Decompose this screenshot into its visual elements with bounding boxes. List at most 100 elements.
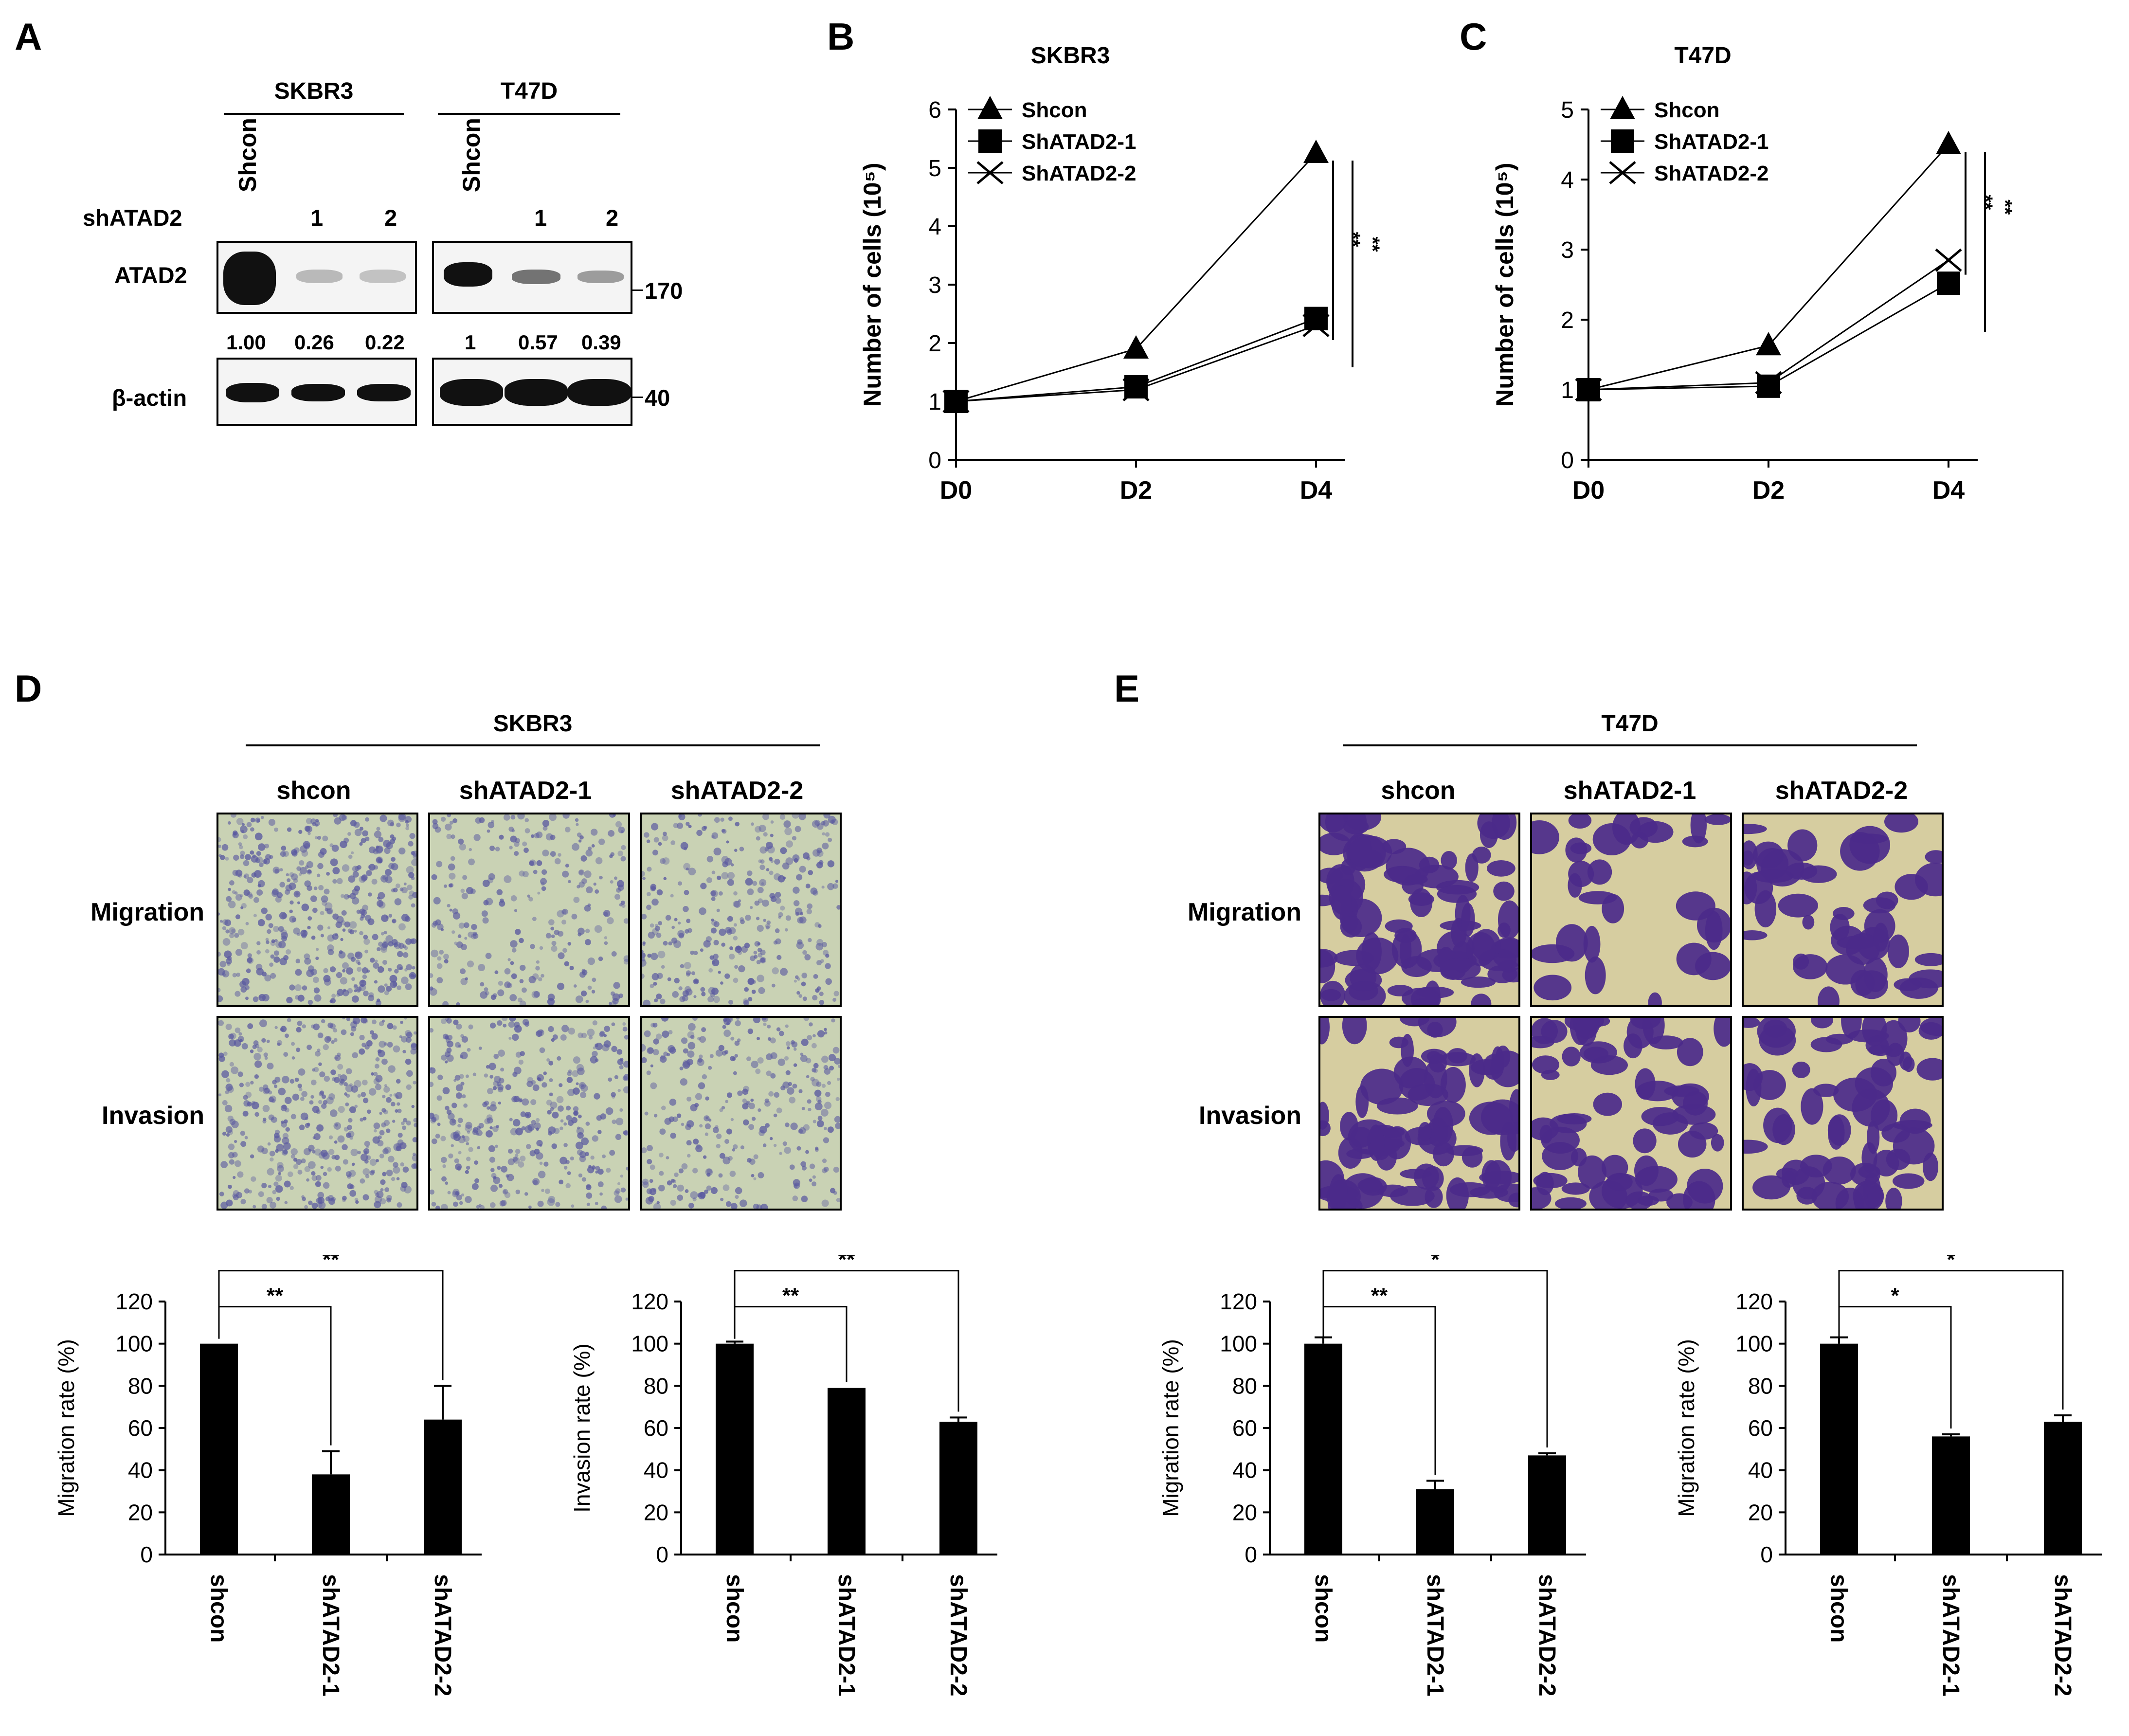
cell-dot [250,1154,254,1158]
cell-dot [356,988,361,993]
cell-dot [827,1081,831,1085]
cell-dot [361,1092,366,1097]
cell-dot [398,923,406,931]
cell-dot [220,855,225,860]
cell-dot [272,867,280,874]
cell-cluster [1541,1069,1560,1080]
cell-dot [785,1070,791,1075]
cell-dot [381,1108,386,1113]
legend-marker-triangle [1610,96,1635,119]
cell-dot [302,985,307,991]
cell-dot [327,944,334,952]
cell-dot [581,1177,587,1182]
cell-dot [331,1040,335,1044]
y-axis-label: Number of cells (10⁵) [859,163,886,406]
cell-dot [382,1148,389,1155]
cell-dot [662,835,668,841]
cell-dot [311,935,316,940]
cell-dot [338,1106,345,1113]
cell-dot [397,964,403,970]
cell-dot [685,929,689,934]
y-tick-label: 20 [128,1500,153,1525]
cell-dot [518,1059,524,1065]
cell-dot [433,897,441,904]
cell-dot [580,1092,587,1099]
cell-dot [579,971,586,978]
cell-dot [740,919,745,924]
cell-cluster [1568,861,1594,887]
cell-dot [700,948,704,952]
cell-dot [604,936,608,940]
cell-dot [335,1165,341,1172]
cell-dot [544,1188,550,1194]
cell-dot [514,909,518,912]
cell-dot [366,1040,373,1047]
cell-dot [560,1119,564,1123]
cell-dot [386,1097,392,1103]
cell-dot [762,1143,767,1147]
blot-atad2-skbr3 [217,241,417,314]
cell-dot [350,1021,358,1029]
cell-dot [447,1040,453,1048]
cell-dot [405,826,410,831]
cell-dot [659,1128,666,1135]
cell-dot [578,869,585,876]
cell-dot [312,1150,316,1154]
cell-dot [326,872,330,876]
y-axis-label: Migration rate (%) [54,1339,79,1517]
cell-dot [379,1040,386,1048]
cell-cluster [1376,1097,1418,1115]
cell-dot [274,1026,278,1030]
y-tick-label: 1 [928,389,941,415]
cell-dot [656,993,662,1000]
cell-dot [593,1046,596,1049]
cell-dot [764,1100,771,1107]
cell-dot [340,938,343,941]
cell-dot [522,871,529,878]
cell-dot [653,837,659,843]
cell-cluster [1502,967,1518,983]
cell-dot [235,1027,241,1033]
cell-dot [758,987,765,994]
cell-dot [273,925,279,932]
cell-dot [707,996,714,1003]
cell-dot [385,935,394,943]
cell-dot [613,1190,619,1196]
cell-dot [680,1078,687,1086]
cell-dot [642,952,646,958]
cell-dot [508,1021,515,1028]
cell-dot [312,907,318,913]
cell-dot [505,1084,511,1090]
cell-dot [383,1042,388,1046]
cell-dot [478,1122,484,1129]
cell-dot [587,1166,595,1174]
cell-dot [793,1063,797,1067]
cell-dot [524,1192,528,1196]
cell-dot [575,1141,583,1150]
cell-dot [663,940,668,946]
cell-dot [250,850,254,855]
cell-dot [274,939,278,942]
cell-dot [273,950,279,956]
cell-dot [761,882,764,886]
cell-dot [727,872,735,880]
cell-dot [284,1180,291,1188]
cell-dot [512,1157,518,1162]
cell-dot [389,1093,393,1097]
blot-band [360,270,406,283]
cell-dot [513,1021,520,1028]
cell-dot [728,1156,733,1161]
cell-dot [362,830,368,837]
cell-dot [487,1106,490,1110]
cell-dot [228,1130,234,1135]
cell-dot [459,1074,464,1079]
cell-dot [486,1114,493,1121]
cell-cluster [1787,829,1818,862]
cell-dot [825,954,830,958]
cell-dot [451,1144,454,1147]
cell-dot [642,973,645,979]
cell-dot [228,927,236,935]
cell-dot [260,815,264,819]
cell-dot [517,814,525,820]
cell-dot [536,831,543,838]
